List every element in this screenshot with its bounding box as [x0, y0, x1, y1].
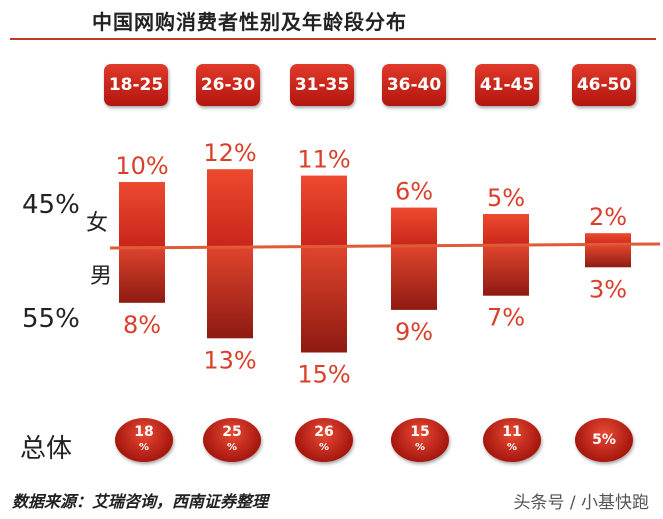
bar-female-41-45	[483, 214, 529, 246]
total-share-41-45: 11%	[483, 418, 541, 462]
total-unit: %	[414, 442, 426, 453]
bar-male-41-45	[483, 246, 529, 296]
label-female-31-35: 11%	[297, 146, 350, 174]
total-share-18-25: 18%	[115, 418, 173, 462]
female-share: 45%	[22, 190, 80, 220]
male-label: 男	[90, 264, 113, 289]
age-group-26-30: 26-30	[196, 64, 260, 106]
label-female-36-40: 6%	[395, 178, 433, 206]
total-value: 18	[134, 424, 154, 440]
chart-title: 中国网购消费者性别及年龄段分布	[92, 10, 407, 34]
age-group-31-35: 31-35	[290, 64, 354, 106]
label-female-26-30: 12%	[203, 139, 256, 167]
total-unit: %	[506, 442, 518, 453]
female-label: 女	[86, 211, 109, 236]
total-value: 25	[222, 424, 242, 440]
total-unit: %	[318, 442, 330, 453]
bar-male-36-40	[391, 246, 437, 310]
label-male-18-25: 8%	[123, 311, 161, 339]
data-source: 数据来源：艾瑞咨询，西南证券整理	[12, 492, 269, 511]
label-male-36-40: 9%	[395, 318, 433, 346]
total-share-36-40: 15%	[391, 418, 449, 462]
total-value: 26	[314, 424, 334, 440]
age-group-46-50: 46-50	[572, 64, 636, 106]
label-male-41-45: 7%	[487, 304, 525, 332]
total-unit: %	[226, 442, 238, 453]
total-value: 15	[410, 424, 430, 440]
total-unit: %	[138, 442, 150, 453]
label-female-41-45: 5%	[487, 184, 525, 212]
label-male-31-35: 15%	[297, 361, 350, 389]
title-rule	[10, 38, 656, 40]
label-male-46-50: 3%	[589, 275, 627, 303]
male-share: 55%	[22, 304, 80, 334]
label-male-26-30: 13%	[203, 346, 256, 374]
watermark: 头条号 / 小基快跑	[513, 493, 649, 513]
bar-female-18-25	[119, 182, 165, 246]
bar-male-31-35	[301, 246, 347, 353]
gender-divider-line	[109, 242, 661, 250]
total-share-46-50: 5%	[575, 418, 633, 462]
label-female-46-50: 2%	[589, 203, 627, 231]
age-group-18-25: 18-25	[104, 64, 168, 106]
total-share-31-35: 26%	[295, 418, 353, 462]
total-value: 11	[502, 424, 522, 440]
bar-male-18-25	[119, 246, 165, 303]
age-group-41-45: 41-45	[475, 64, 539, 106]
bar-male-26-30	[207, 246, 253, 339]
label-female-18-25: 10%	[115, 152, 168, 180]
bar-female-36-40	[391, 207, 437, 246]
total-value: 5%	[592, 431, 616, 448]
total-share-26-30: 25%	[203, 418, 261, 462]
total-label: 总体	[20, 434, 73, 464]
age-group-36-40: 36-40	[382, 64, 446, 106]
bar-female-31-35	[301, 175, 347, 246]
bar-male-46-50	[585, 246, 631, 268]
bar-female-26-30	[207, 169, 253, 246]
